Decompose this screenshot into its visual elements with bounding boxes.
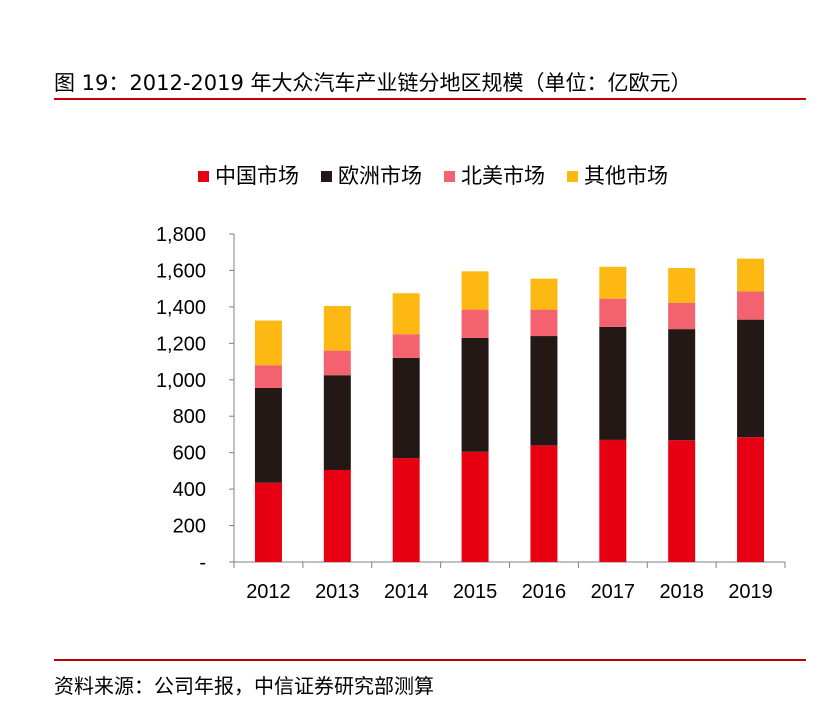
bar-2018-series-0 bbox=[668, 440, 696, 562]
legend-item-north-america: 北美市场 bbox=[444, 163, 545, 189]
x-tick-label: 2016 bbox=[522, 581, 567, 603]
legend-label-north-america: 北美市场 bbox=[461, 164, 545, 188]
figure-source: 资料来源：公司年报，中信证券研究部测算 bbox=[54, 674, 434, 698]
bar-2012-series-3 bbox=[254, 320, 282, 366]
y-tick-label: 200 bbox=[173, 516, 206, 538]
y-tick-label: 1,000 bbox=[156, 370, 206, 392]
x-tick-label: 2015 bbox=[453, 581, 498, 603]
y-tick-label: - bbox=[199, 552, 206, 574]
bar-2018-series-3 bbox=[668, 268, 696, 303]
bar-2016-series-3 bbox=[530, 278, 558, 310]
y-tick-label: 1,200 bbox=[156, 333, 206, 355]
y-tick-label: 1,800 bbox=[156, 224, 206, 246]
legend-swatch-china bbox=[198, 170, 209, 182]
title-divider bbox=[54, 98, 806, 100]
chart-legend: 中国市场 欧洲市场 北美市场 其他市场 bbox=[198, 163, 668, 189]
bar-2018-series-2 bbox=[668, 302, 696, 330]
legend-swatch-other bbox=[567, 170, 578, 182]
bar-2019-series-1 bbox=[737, 319, 765, 438]
legend-swatch-north-america bbox=[444, 170, 455, 182]
legend-label-china: 中国市场 bbox=[215, 164, 299, 188]
bar-2014-series-2 bbox=[392, 334, 420, 358]
bar-2013-series-3 bbox=[323, 305, 351, 351]
legend-item-europe: 欧洲市场 bbox=[321, 163, 422, 189]
bar-2013-series-0 bbox=[323, 469, 351, 562]
bar-2015-series-3 bbox=[461, 271, 489, 310]
x-tick-label: 2018 bbox=[659, 581, 704, 603]
bar-2016-series-0 bbox=[530, 445, 558, 562]
y-tick-label: 1,400 bbox=[156, 297, 206, 319]
legend-swatch-europe bbox=[321, 170, 332, 182]
bar-2012-series-1 bbox=[254, 387, 282, 483]
bar-2019-series-2 bbox=[737, 291, 765, 320]
bar-2014-series-3 bbox=[392, 293, 420, 335]
legend-item-other: 其他市场 bbox=[567, 163, 668, 189]
bar-2013-series-2 bbox=[323, 350, 351, 376]
bar-2019-series-3 bbox=[737, 258, 765, 292]
y-tick-label: 800 bbox=[173, 406, 206, 428]
x-tick-label: 2019 bbox=[728, 581, 773, 603]
x-tick-label: 2017 bbox=[591, 581, 636, 603]
legend-label-other: 其他市场 bbox=[584, 164, 668, 188]
bar-2016-series-2 bbox=[530, 309, 558, 337]
x-tick-label: 2012 bbox=[246, 581, 291, 603]
bar-2012-series-2 bbox=[254, 365, 282, 388]
bar-2016-series-1 bbox=[530, 336, 558, 446]
source-divider bbox=[54, 659, 806, 661]
bar-2015-series-1 bbox=[461, 337, 489, 452]
bar-2015-series-0 bbox=[461, 451, 489, 562]
bar-2015-series-2 bbox=[461, 309, 489, 338]
bar-2017-series-0 bbox=[599, 439, 627, 562]
bar-2017-series-3 bbox=[599, 266, 627, 299]
x-tick-label: 2014 bbox=[384, 581, 429, 603]
x-tick-label: 2013 bbox=[315, 581, 360, 603]
y-tick-label: 400 bbox=[173, 479, 206, 501]
bar-2019-series-0 bbox=[737, 437, 765, 562]
legend-label-europe: 欧洲市场 bbox=[338, 164, 422, 188]
bar-2014-series-1 bbox=[392, 357, 420, 459]
legend-item-china: 中国市场 bbox=[198, 163, 299, 189]
bar-2013-series-1 bbox=[323, 375, 351, 470]
bar-2012-series-0 bbox=[254, 482, 282, 562]
bar-2014-series-0 bbox=[392, 458, 420, 562]
y-tick-label: 1,600 bbox=[156, 260, 206, 282]
bar-2017-series-2 bbox=[599, 298, 627, 327]
bar-2018-series-1 bbox=[668, 329, 696, 441]
figure-title: 图 19：2012-2019 年大众汽车产业链分地区规模（单位：亿欧元） bbox=[54, 71, 692, 95]
bar-2017-series-1 bbox=[599, 326, 627, 440]
y-tick-label: 600 bbox=[173, 443, 206, 465]
